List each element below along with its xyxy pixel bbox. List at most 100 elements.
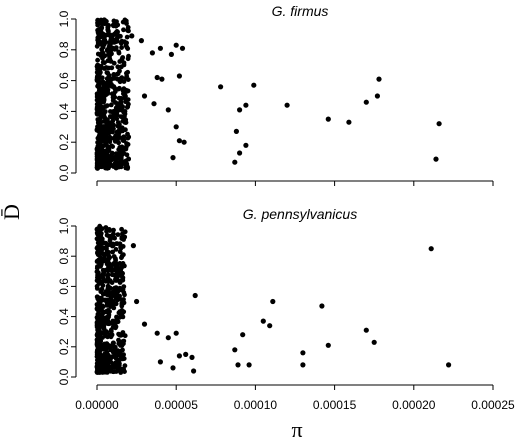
data-point — [105, 334, 110, 340]
y-tick-label: 0.6 — [57, 72, 71, 89]
data-point — [119, 45, 124, 50]
data-point — [115, 269, 121, 275]
y-axis-label: D̄ — [0, 204, 24, 220]
data-point — [105, 137, 111, 143]
data-point — [109, 125, 115, 131]
data-point — [109, 354, 115, 360]
data-point — [237, 107, 243, 113]
x-tick-label: 0.00020 — [392, 398, 436, 412]
data-point — [96, 343, 102, 349]
data-point — [94, 320, 100, 325]
data-point — [100, 283, 106, 288]
data-point — [117, 134, 122, 140]
panel-g-firmus: G. firmus 0.0 0.2 0.4 0.6 0.8 1.0 — [57, 3, 494, 186]
data-point — [101, 82, 107, 88]
data-point — [97, 28, 103, 34]
data-point — [103, 165, 108, 171]
data-point — [260, 318, 266, 324]
y-axis-g-pennsylvanicus: 0.0 0.2 0.4 0.6 0.8 1.0 — [57, 217, 77, 385]
data-point — [108, 59, 114, 64]
data-point — [170, 365, 176, 371]
data-point — [97, 364, 103, 370]
data-point — [192, 292, 198, 299]
data-point — [243, 142, 249, 148]
data-point — [165, 107, 171, 113]
data-point — [94, 93, 100, 99]
data-point — [120, 138, 126, 144]
data-point — [107, 234, 113, 240]
data-point — [96, 164, 102, 170]
data-point — [96, 368, 102, 374]
data-point — [125, 166, 130, 171]
data-point — [106, 32, 112, 38]
data-point — [113, 285, 119, 290]
data-point — [99, 133, 104, 139]
data-point — [95, 360, 101, 366]
data-point — [176, 73, 182, 79]
data-point — [103, 133, 109, 139]
data-point — [96, 63, 101, 68]
data-point — [270, 298, 276, 305]
data-point — [96, 237, 102, 243]
data-point — [110, 349, 116, 355]
data-point — [116, 331, 121, 337]
data-point — [232, 347, 238, 353]
data-point — [110, 241, 116, 247]
data-point — [123, 127, 128, 133]
data-point — [113, 295, 119, 301]
data-point — [105, 286, 111, 291]
data-point — [102, 341, 107, 347]
data-point — [118, 158, 124, 164]
data-point — [118, 273, 124, 279]
data-point — [122, 229, 128, 235]
data-point — [102, 41, 107, 46]
data-point — [102, 60, 107, 66]
data-point — [446, 362, 452, 368]
data-point — [116, 310, 122, 316]
data-point — [95, 57, 100, 63]
data-point — [96, 243, 102, 249]
data-point — [121, 27, 126, 33]
data-point — [102, 37, 107, 42]
data-point — [126, 156, 131, 162]
x-tick-label: 0.00000 — [75, 398, 119, 412]
x-axis-g-pennsylvanicus: 0.00000 0.00005 0.00010 0.00015 0.00020 0.000… — [75, 384, 515, 412]
data-point — [102, 18, 108, 24]
data-point — [117, 349, 123, 354]
data-point — [108, 334, 114, 340]
data-point — [108, 78, 113, 84]
data-point — [112, 345, 117, 351]
data-point — [97, 248, 102, 254]
data-point — [157, 45, 163, 51]
data-point — [117, 59, 123, 64]
data-point — [121, 338, 127, 344]
data-point — [363, 327, 369, 333]
data-point — [111, 227, 116, 233]
data-point — [94, 227, 100, 232]
data-point — [103, 368, 109, 374]
data-point — [346, 119, 352, 125]
data-point — [325, 342, 331, 348]
data-point — [183, 351, 189, 357]
data-point — [114, 162, 119, 168]
data-point — [107, 278, 113, 284]
data-point — [104, 228, 109, 234]
y-tick-label: 0.2 — [57, 338, 71, 355]
data-point — [102, 109, 108, 114]
data-point — [113, 247, 119, 252]
data-point — [107, 42, 113, 48]
data-point — [112, 272, 117, 278]
data-point — [119, 38, 125, 44]
data-point — [123, 43, 129, 48]
data-point — [98, 120, 103, 125]
x-tick-label: 0.00025 — [471, 398, 515, 412]
panel-g-pennsylvanicus: G. pennsylvanicus 0.0 0.2 0.4 0.6 0.8 1.0 0.0… — [57, 206, 515, 412]
data-point — [94, 306, 100, 311]
data-point — [124, 87, 129, 93]
data-point — [124, 21, 129, 26]
data-point — [119, 64, 124, 70]
data-point — [105, 268, 111, 273]
data-point — [110, 129, 115, 135]
data-point — [237, 150, 243, 156]
